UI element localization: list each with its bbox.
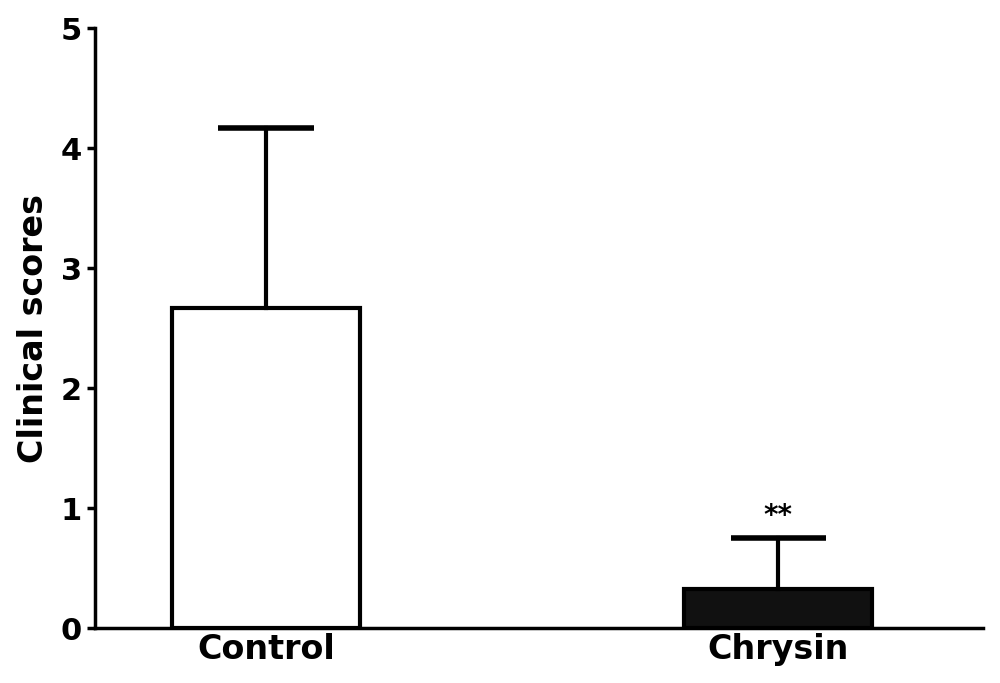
Text: **: ** <box>764 502 793 530</box>
Bar <box>172 308 360 628</box>
Y-axis label: Clinical scores: Clinical scores <box>17 194 50 463</box>
Bar <box>684 589 872 628</box>
